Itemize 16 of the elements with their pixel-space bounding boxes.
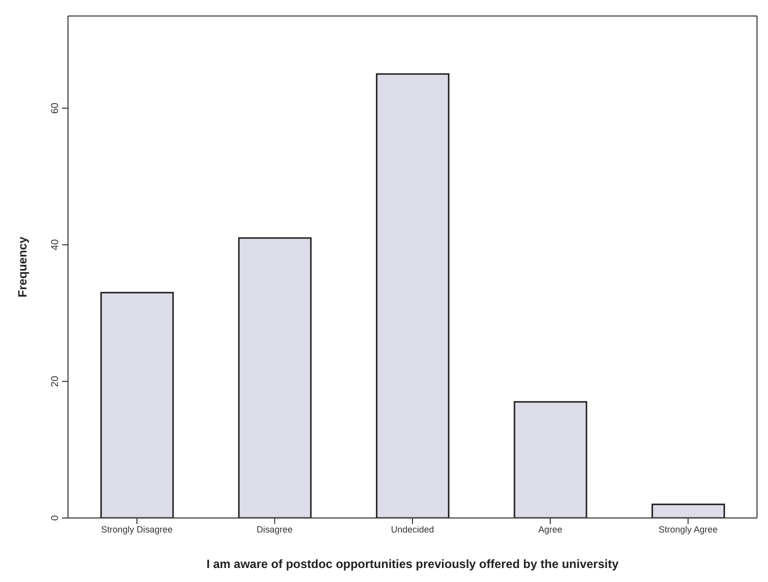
- x-tick-label: Agree: [538, 524, 562, 534]
- bar: [652, 504, 726, 518]
- y-tick-label: 0: [50, 514, 61, 521]
- x-tick-label: Undecided: [390, 524, 434, 534]
- y-tick-label: 20: [50, 375, 61, 387]
- x-tick-label: Strongly Agree: [658, 524, 718, 534]
- x-axis-title: I am aware of postdoc opportunities previously offered by the university: [206, 557, 619, 571]
- bar: [238, 237, 312, 518]
- x-tick-label: Strongly Disagree: [101, 524, 173, 534]
- bar: [514, 401, 588, 518]
- y-tick-label: 40: [50, 238, 61, 250]
- bar: [100, 292, 174, 518]
- x-tick-label: Disagree: [256, 524, 293, 534]
- y-tick-label: 60: [50, 102, 61, 114]
- bar: [376, 73, 450, 518]
- y-axis-title: Frequency: [15, 236, 30, 298]
